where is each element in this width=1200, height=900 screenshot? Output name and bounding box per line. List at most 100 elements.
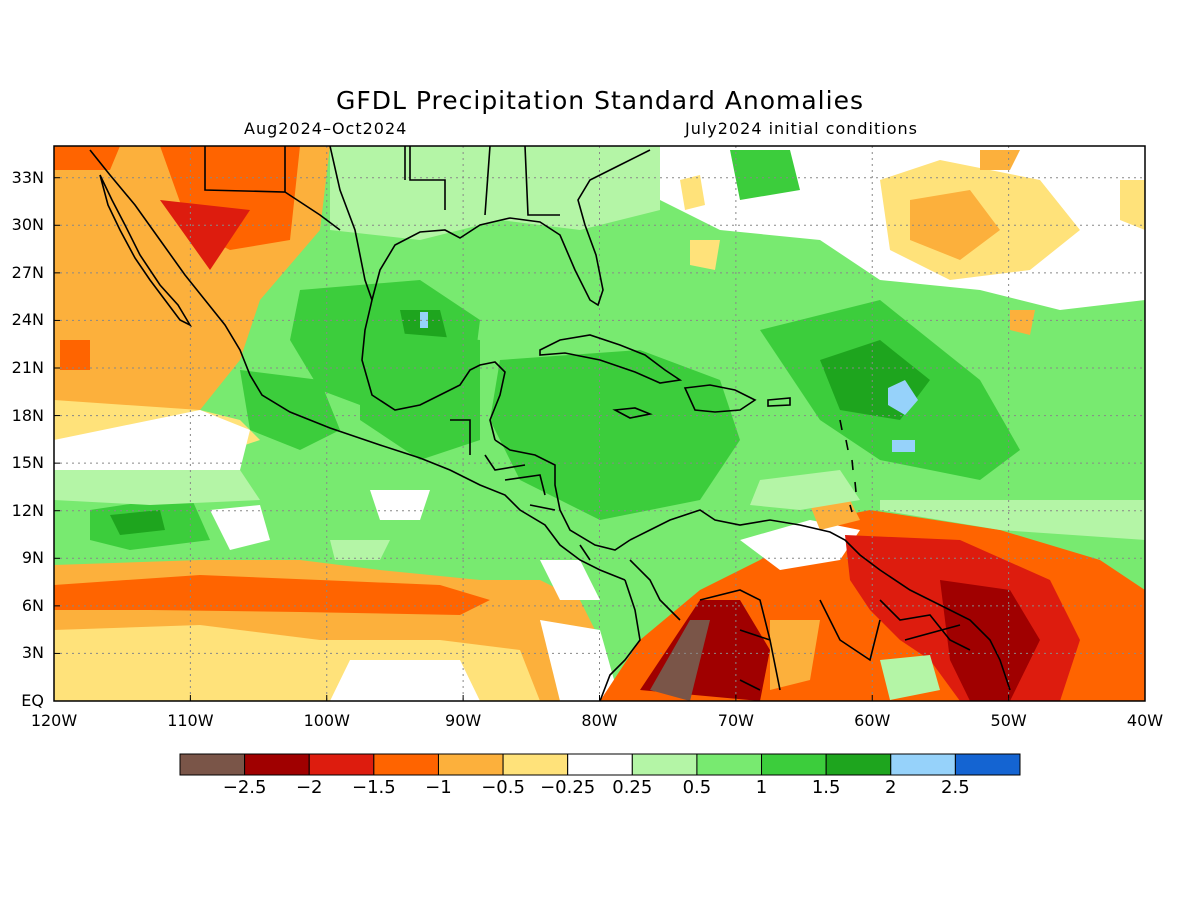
coast-mexico-east [361,299,506,441]
coast-hispaniola [683,384,757,413]
coast-central-america-pacific [419,457,626,581]
field-dry-core-b [60,340,90,370]
colorbar-swatch [567,753,633,776]
lon-tick-label: 110W [167,711,214,730]
lon-tick-label: 80W [581,711,618,730]
colorbar-label: 1.5 [811,777,841,798]
border-central-america [450,419,591,561]
colorbar-swatch [437,753,504,776]
field-neutral-itcz-a [330,660,480,701]
field-light-wet-antilles [750,470,860,510]
field-wet-yucatan [360,330,480,460]
initial-conditions: July2024 initial conditions [685,119,918,138]
field-dry-itcz-core [54,575,490,615]
coast-jamaica [612,407,653,419]
field-neutral-pacific-b [210,505,270,550]
colorbar-swatch [954,753,1021,776]
lat-tick-label: 9N [21,548,44,568]
lon-tick-label: 100W [303,711,350,730]
lat-tick-label: 24N [11,310,44,330]
colorbar-swatch [244,753,310,776]
field-dry-atlantic-f [690,240,720,270]
lon-tick-label: 120W [30,711,78,730]
coast-puerto-rico [767,397,791,407]
lat-tick-label: EQ [21,691,44,710]
colorbar-label: −2 [295,777,323,798]
field-dry-atlantic-g [1010,310,1035,335]
coast-south-america-pacific [599,579,641,701]
field-very-wet-c [420,312,428,328]
colorbar-swatch [761,753,827,776]
colorbar-swatch [308,753,375,776]
lat-tick-label: 30N [11,215,44,235]
colorbar-swatch [502,753,569,776]
coast-gulf-florida [371,149,651,307]
coast-cuba [539,334,683,384]
colorbar-label: 1 [755,777,768,798]
coast-baja-california [99,174,193,327]
lat-tick-label: 18N [11,405,44,425]
lat-tick-label: 33N [11,167,44,187]
field-very-wet-a [888,380,918,415]
colorbar-label: 2.5 [941,777,970,798]
lat-tick-label: 6N [21,595,44,615]
field-dry-atlantic-e [680,175,705,210]
field-dry-core-a [160,200,250,270]
field-wet-mexico-coast [240,370,340,450]
lon-tick-label: 70W [717,711,754,730]
field-light-wet-pacific-b [330,540,390,560]
colorbar-swatch [696,753,763,776]
coast-texas [329,146,373,301]
field-wet-atlantic-north [730,150,800,200]
field-light-wet-atlantic-south [880,500,1145,540]
axis-ticks [53,177,1146,702]
colorbar-label: 2 [885,777,897,798]
colorbar-label: −0.25 [540,777,596,798]
lon-tick-label: 90W [445,711,482,730]
coast-mexico-west [89,149,421,459]
coast-lesser-antilles [839,419,857,513]
field-dry-atlantic-d [1120,180,1145,230]
lon-tick-label: 40W [1126,711,1164,730]
border-south-america [629,559,971,691]
field-light-wet-gulf-north [330,146,660,240]
field-wet-caribbean [490,350,740,520]
colorbar-label: 0.5 [682,777,712,798]
colorbar-swatch [890,753,956,776]
coast-south-america-north [629,509,1011,691]
lat-tick-label: 12N [11,500,44,520]
field-dry-core-c [54,146,120,170]
coast-central-america-caribbean [494,439,631,551]
field-dry-moderate-b [810,500,860,530]
colorbar-label: −1 [425,777,452,798]
field-neutral-pacific-a [370,490,430,520]
colorbar-label: −0.5 [481,777,525,798]
field-extreme-dry [650,620,710,701]
lat-tick-label: 15N [11,453,44,473]
lon-tick-label: 50W [990,711,1027,730]
colorbar-label: −2.5 [222,777,267,798]
colorbar-swatch [179,753,246,776]
graticule [54,146,1145,701]
forecast-period: Aug2024–Oct2024 [244,119,408,138]
lat-tick-label: 27N [11,262,44,282]
border-us-states [404,146,560,216]
colorbar-swatch [373,753,439,776]
field-dry-atlantic-c [980,150,1020,170]
border-us-mexico [204,146,341,231]
lon-tick-label: 60W [854,711,891,730]
colorbar-label: 0.25 [612,777,653,798]
field-dry-moderate-a [770,620,820,690]
field-light-wet-pacific [54,470,260,505]
field-neutral-itcz-b [540,560,600,600]
field-light-wet-brazil [880,655,940,700]
field-wet-pacific-core [110,510,165,535]
lat-tick-label: 3N [21,643,44,663]
anomaly-field [54,146,1145,701]
colorbar-label: −1.5 [351,777,396,798]
map-title: GFDL Precipitation Standard Anomalies [336,86,864,115]
colorbar-swatch [631,753,698,776]
colorbar-swatch [825,753,892,776]
lat-tick-label: 21N [11,358,44,377]
